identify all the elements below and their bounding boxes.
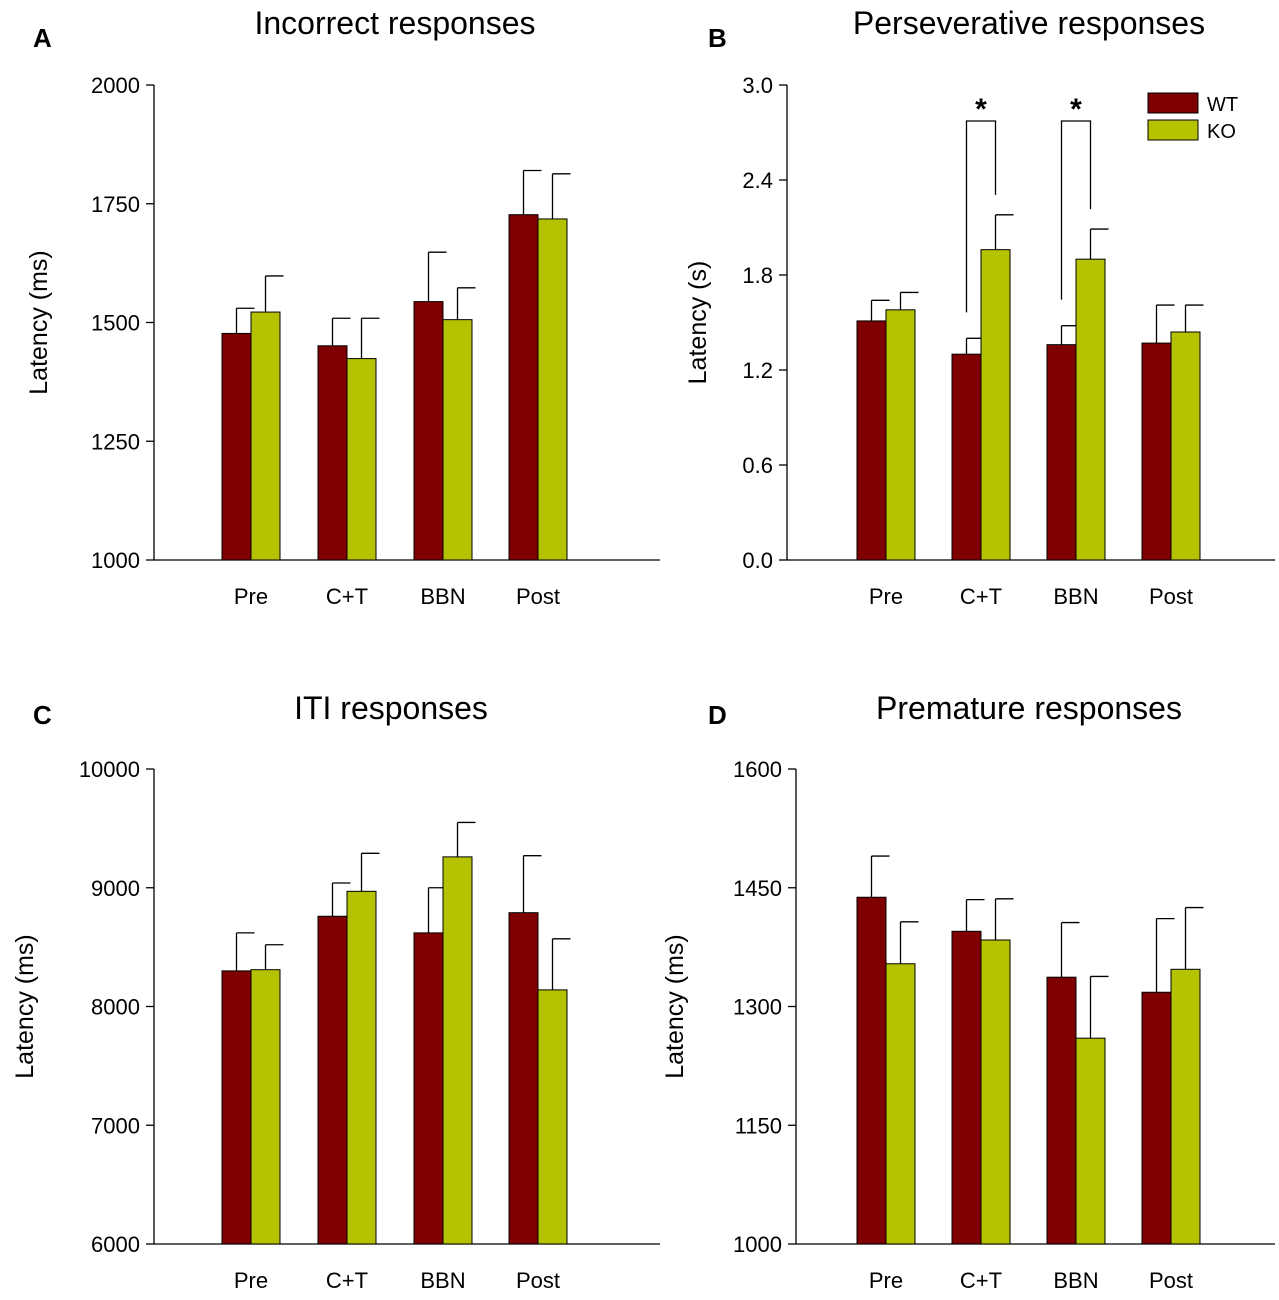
bar-wt — [856, 320, 887, 561]
panel-letter: C — [33, 700, 52, 730]
significance-marker: * — [1070, 93, 1082, 126]
bar-ko — [346, 890, 377, 1245]
bar-ko — [980, 939, 1011, 1245]
bar-wt — [1141, 991, 1172, 1245]
y-axis-label: Latency (ms) — [11, 934, 39, 1078]
chart-title: ITI responses — [294, 690, 488, 726]
significance-bracket — [965, 120, 997, 313]
bar-ko — [442, 319, 473, 561]
bar-ko — [1075, 1037, 1106, 1245]
y-tick-label: 2000 — [91, 73, 140, 98]
x-tick-label: C+T — [326, 584, 368, 609]
y-tick-label: 1.2 — [742, 358, 773, 383]
y-tick-label: 0.6 — [742, 453, 773, 478]
y-tick-label: 1600 — [733, 757, 782, 782]
legend-swatch-wt — [1147, 92, 1199, 114]
y-tick-label: 6000 — [91, 1232, 140, 1257]
bar-wt — [221, 970, 252, 1245]
legend-label-wt: WT — [1207, 94, 1238, 116]
y-tick-label: 1750 — [91, 192, 140, 217]
x-tick-label: C+T — [960, 1268, 1002, 1293]
bar-ko — [885, 963, 916, 1245]
panel-letter: A — [33, 23, 52, 53]
panel-letter: D — [708, 700, 727, 730]
y-axis-label: Latency (ms) — [661, 934, 689, 1078]
bar-wt — [508, 214, 539, 561]
y-tick-label: 1450 — [733, 876, 782, 901]
x-tick-label: Pre — [869, 1268, 903, 1293]
y-tick-label: 1000 — [91, 548, 140, 573]
bar-ko — [1075, 258, 1106, 561]
chart-title: Premature responses — [876, 690, 1182, 726]
legend-swatch-ko — [1147, 119, 1199, 141]
x-tick-label: C+T — [326, 1268, 368, 1293]
significance-bracket — [1060, 120, 1092, 300]
bar-wt — [413, 932, 444, 1245]
x-tick-label: BBN — [1053, 584, 1098, 609]
bar-wt — [951, 353, 982, 561]
bar-wt — [856, 896, 887, 1245]
y-tick-label: 2.4 — [742, 168, 773, 193]
bar-ko — [250, 311, 281, 561]
chart-panel-c: C ITI responses Latency (ms) 6000 7000 8000 90… — [11, 690, 660, 1293]
chart-title: Perseverative responses — [853, 5, 1205, 41]
bar-ko — [1170, 331, 1201, 561]
x-tick-label: BBN — [1053, 1268, 1098, 1293]
x-tick-label: Pre — [234, 584, 268, 609]
bar-ko — [1170, 968, 1201, 1245]
bar-ko — [537, 989, 568, 1245]
chart-panel-a: A Incorrect responses Latency (ms) 1000 1250… — [25, 5, 660, 609]
x-tick-label: BBN — [420, 1268, 465, 1293]
chart-panel-b: B Perseverative responses Latency (s) 0.0 0.… — [684, 5, 1275, 609]
y-tick-label: 10000 — [79, 757, 140, 782]
x-tick-label: Pre — [234, 1268, 268, 1293]
y-tick-label: 9000 — [91, 876, 140, 901]
bar-wt — [1046, 344, 1077, 561]
x-tick-label: Pre — [869, 584, 903, 609]
y-tick-label: 1500 — [91, 311, 140, 336]
y-tick-label: 3.0 — [742, 73, 773, 98]
bar-ko — [250, 969, 281, 1245]
y-tick-label: 0.0 — [742, 548, 773, 573]
bar-wt — [317, 915, 348, 1245]
y-tick-label: 1300 — [733, 995, 782, 1020]
bar-wt — [413, 301, 444, 561]
y-tick-label: 1150 — [735, 1113, 782, 1138]
x-tick-label: BBN — [420, 584, 465, 609]
chart-title: Incorrect responses — [254, 5, 535, 41]
bar-wt — [317, 345, 348, 561]
bar-wt — [1046, 976, 1077, 1245]
x-tick-label: C+T — [960, 584, 1002, 609]
bar-wt — [951, 930, 982, 1245]
y-tick-label: 1000 — [733, 1232, 782, 1257]
panel-letter: B — [708, 23, 727, 53]
legend-label-ko: KO — [1207, 121, 1236, 143]
bar-wt — [1141, 342, 1172, 561]
significance-marker: * — [975, 93, 987, 126]
x-tick-label: Post — [1149, 584, 1193, 609]
bar-ko — [537, 218, 568, 561]
x-tick-label: Post — [1149, 1268, 1193, 1293]
bar-ko — [980, 249, 1011, 561]
y-tick-label: 1250 — [91, 429, 140, 454]
y-axis-label: Latency (ms) — [25, 250, 53, 394]
y-axis-label: Latency (s) — [684, 261, 712, 385]
bar-wt — [508, 912, 539, 1245]
chart-panel-d: D Premature responses Latency (ms) 1000 1150… — [661, 690, 1275, 1293]
x-tick-label: Post — [516, 1268, 560, 1293]
bar-ko — [885, 309, 916, 561]
y-tick-label: 7000 — [91, 1113, 140, 1138]
x-tick-label: Post — [516, 584, 560, 609]
bar-ko — [346, 358, 377, 561]
bar-wt — [221, 332, 252, 561]
y-tick-label: 1.8 — [742, 263, 773, 288]
bar-ko — [442, 856, 473, 1245]
y-tick-label: 8000 — [91, 995, 140, 1020]
